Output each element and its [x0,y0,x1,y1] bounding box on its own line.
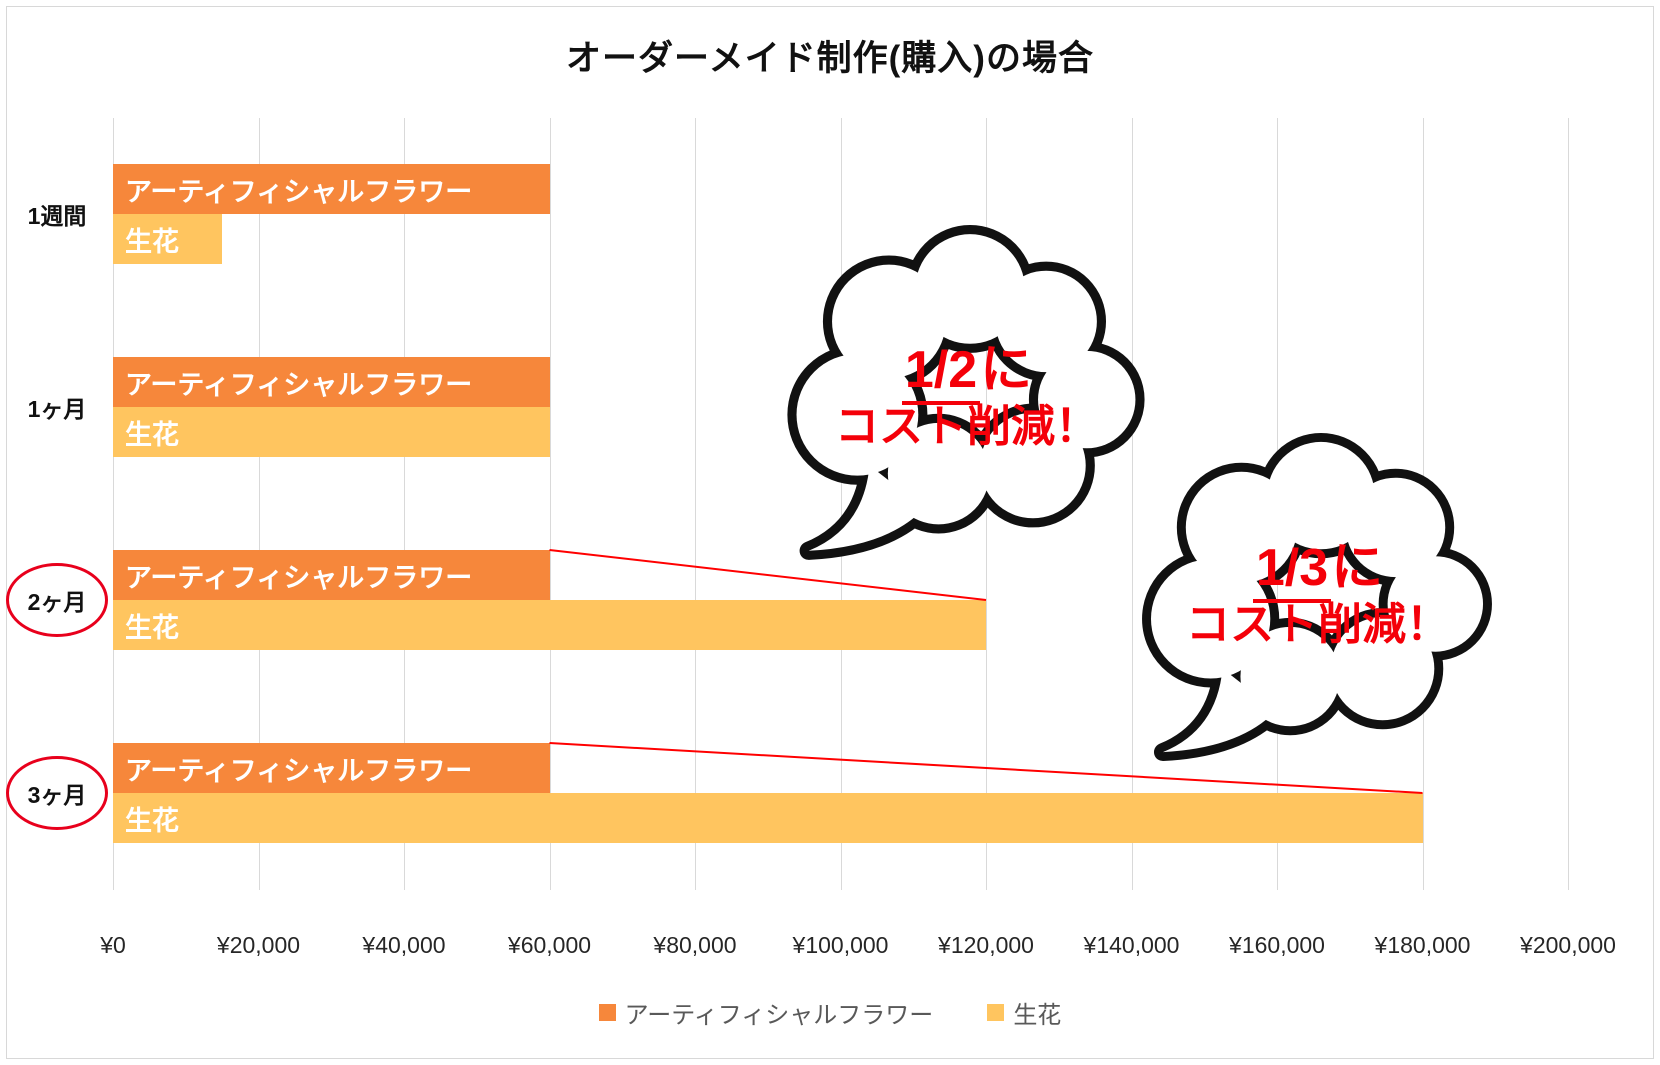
category-label-circled: 2ヶ月 [6,563,108,637]
bar-fresh-flower: 生花 [113,600,986,650]
gridline [1131,118,1133,890]
bar-fresh-flower: 生花 [113,214,223,264]
bar-label: 生花 [125,226,179,257]
bar-artificial-flower: アーティフィシャルフラワー [113,550,550,600]
category-label-text: 1ヶ月 [27,396,87,422]
category-label-text: 3ヶ月 [27,782,87,808]
cloud-bubble-icon [787,225,1145,560]
chart-title: オーダーメイド制作(購入)の場合 [566,39,1094,78]
x-axis-tick-label: ¥20,000 [216,932,301,958]
gridline [113,118,114,890]
x-axis-tick-label: ¥80,000 [653,932,737,958]
gridline [404,118,405,890]
bar-artificial-flower: アーティフィシャルフラワー [113,743,550,793]
category-label-circled: 3ヶ月 [6,756,108,830]
bar-label: 生花 [125,612,179,643]
cloud-bubble-icon [1142,432,1492,762]
legend-swatch-fresh-flower [987,1004,1005,1021]
speech-bubble-third-cost: 1/3に コスト削減！ [1126,430,1510,768]
bubble-text: 1/2に コスト削減！ [783,340,1151,453]
legend-label: 生花 [1013,1002,1062,1029]
x-axis-tick-label: ¥60,000 [507,932,592,958]
legend-item-fresh-flower: 生花 [987,995,1061,1030]
plot-area: アーティフィシャルフラワー 生花 アーティフィシャルフラワー 生花 アーティフィシャルフ… [113,118,1658,890]
gridline [1568,118,1569,890]
category-label-text: 2ヶ月 [27,589,87,615]
bar-label: 生花 [125,805,179,836]
bar-label: アーティフィシャルフラワー [125,755,473,786]
legend-label: アーティフィシャルフラワー [624,1002,934,1029]
bubble-text: 1/3に コスト削減！ [1126,538,1510,651]
category-label: 1週間 [6,177,108,251]
bar-label: アーティフィシャルフラワー [125,562,473,593]
fraction-suffix: に [980,341,1033,399]
bar-artificial-flower: アーティフィシャルフラワー [113,357,550,407]
x-axis: ¥0 ¥20,000 ¥40,000 ¥60,000 ¥80,000 ¥100,000 ¥1… [0,932,1660,966]
x-axis-tick-label: ¥100,000 [792,932,889,958]
fraction-underlined: 1/3 [1252,539,1332,603]
x-axis-tick-label: ¥0 [100,932,126,958]
legend-item-artificial-flower: アーティフィシャルフラワー [598,995,934,1030]
gridline [840,118,842,890]
category-label: 1ヶ月 [6,370,108,444]
fraction-underlined: 1/2 [901,341,981,405]
gridline [695,118,696,890]
legend-swatch-artificial-flower [598,1004,616,1021]
x-axis-tick-label: ¥120,000 [938,932,1034,958]
x-axis-tick-label: ¥140,000 [1083,932,1180,958]
bar-fresh-flower: 生花 [113,793,1423,843]
bubble-cost-line: コスト削減！ [835,402,1099,452]
bar-fresh-flower: 生花 [113,407,550,457]
x-axis-tick-label: ¥160,000 [1229,932,1325,958]
x-axis-tick-label: ¥180,000 [1374,932,1471,958]
x-axis-tick-label: ¥200,000 [1520,932,1616,958]
bar-artificial-flower: アーティフィシャルフラワー [113,164,550,214]
category-label-text: 1週間 [27,203,87,229]
bubble-fraction-line: 1/2に [783,340,1151,405]
bubble-fraction-line: 1/3に [1126,538,1510,603]
x-axis-tick-label: ¥40,000 [362,932,446,958]
legend: アーティフィシャルフラワー 生花 [0,995,1660,1030]
gridline [258,118,260,890]
fraction-suffix: に [1331,539,1384,597]
speech-bubble-half-cost: 1/2に コスト削減！ [783,222,1151,567]
bar-label: アーティフィシャルフラワー [125,176,473,207]
bar-label: 生花 [125,419,179,450]
bar-label: アーティフィシャルフラワー [125,369,473,400]
bubble-cost-line: コスト削減！ [1186,600,1450,650]
gridline [549,118,551,890]
